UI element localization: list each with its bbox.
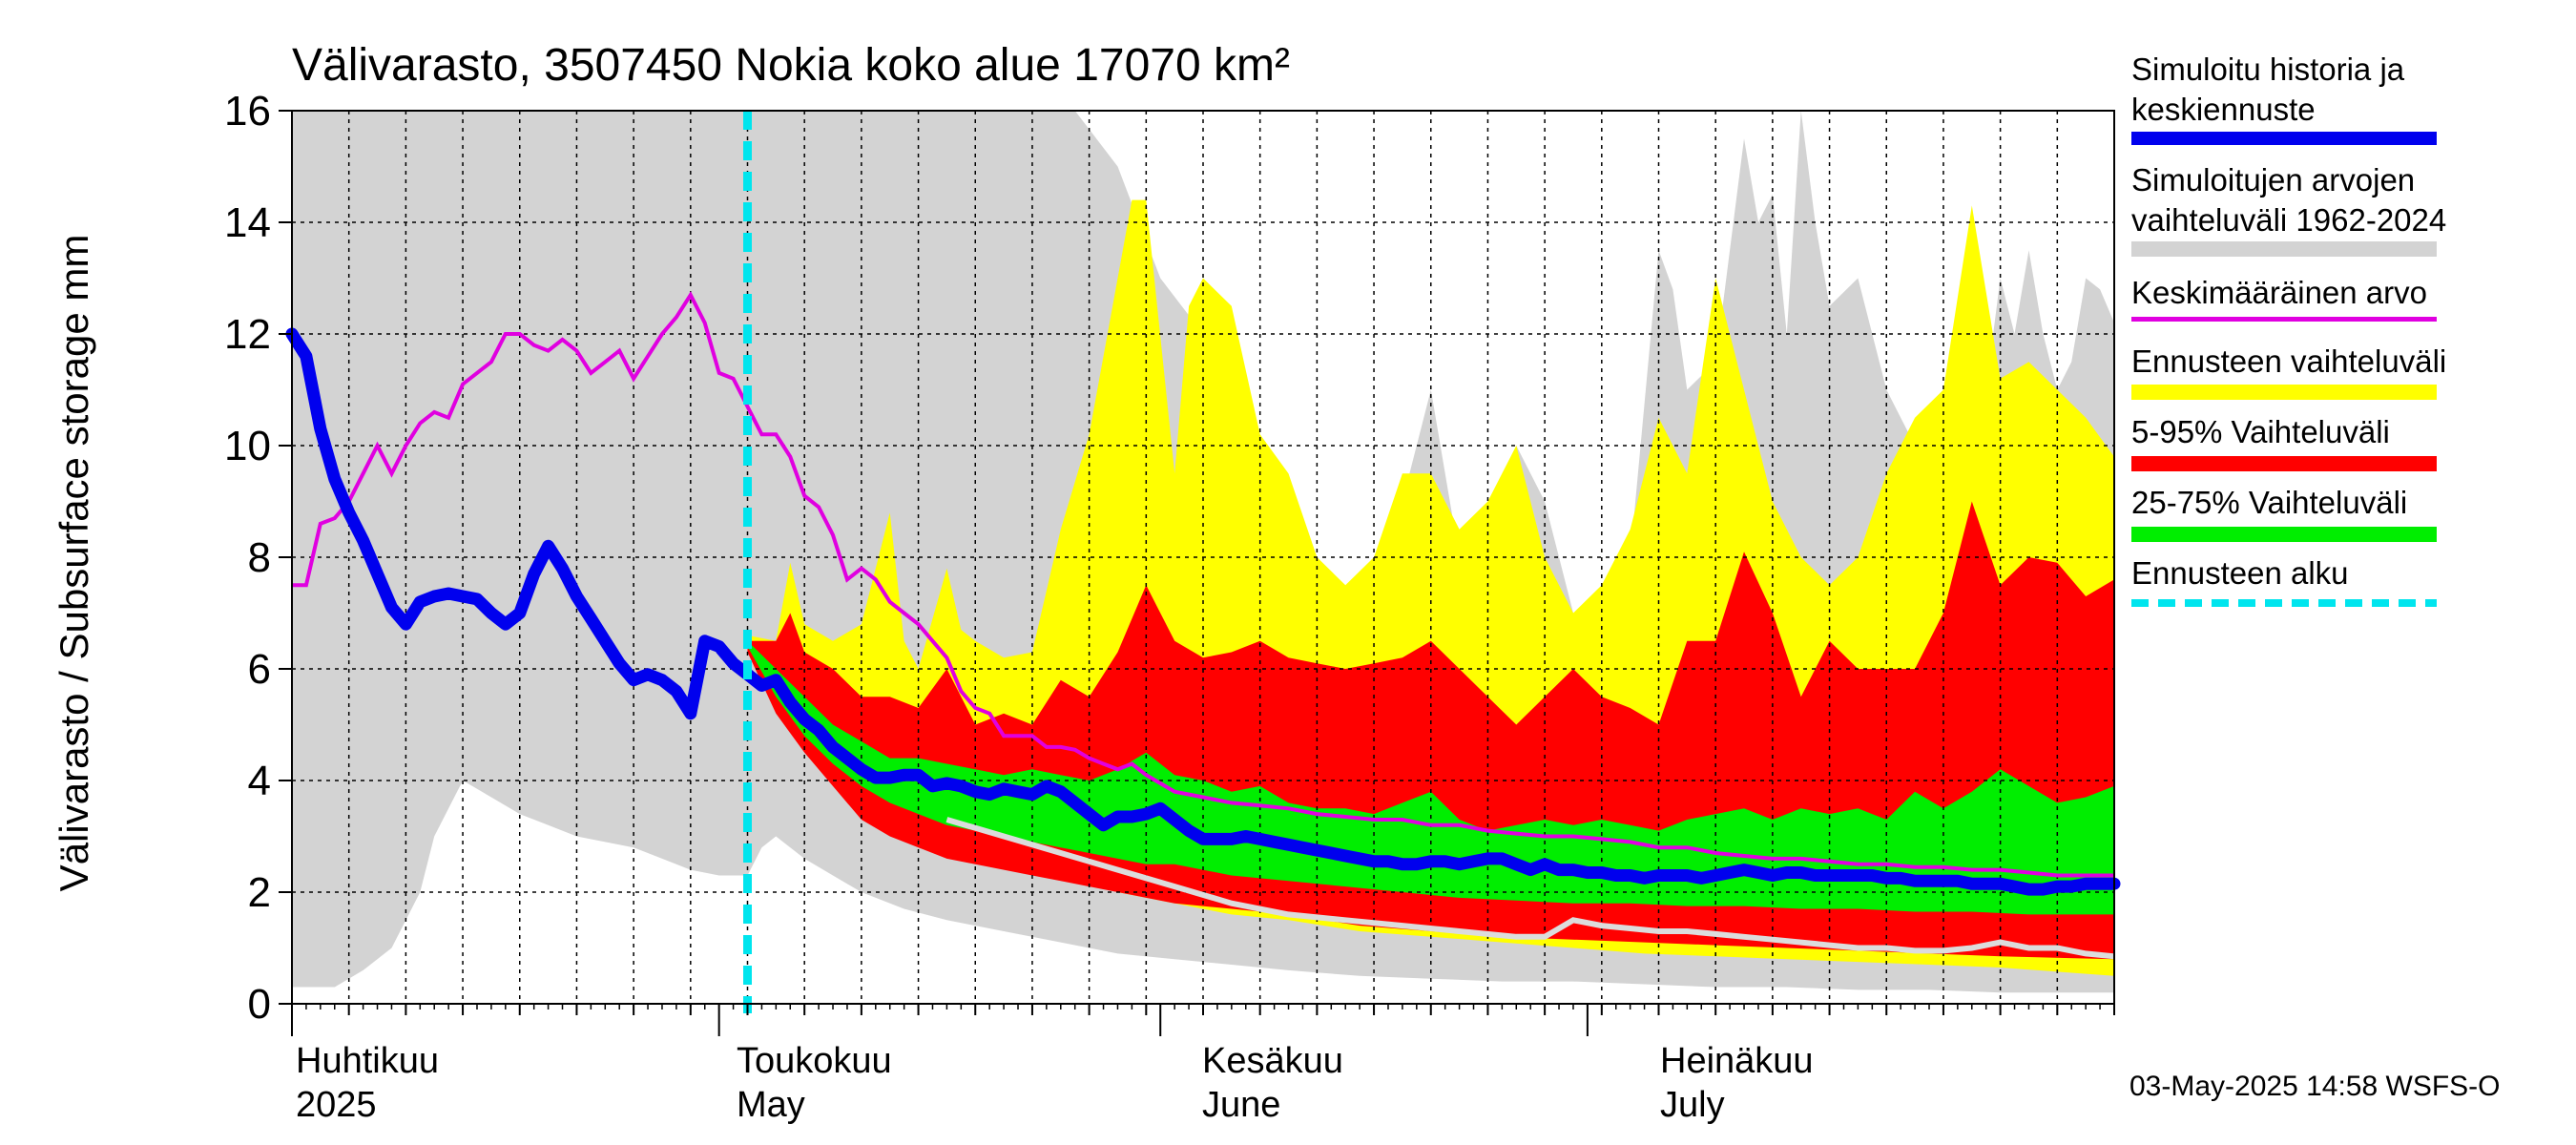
month-label-april-en: 2025 — [296, 1085, 377, 1125]
y-tick-label: 12 — [224, 311, 271, 358]
timestamp: 03-May-2025 14:58 WSFS-O — [2129, 1071, 2501, 1102]
y-tick-label: 14 — [224, 199, 271, 246]
y-axis: 0 2 4 6 8 10 12 14 16 — [224, 88, 292, 1028]
month-label-june-en: June — [1202, 1085, 1280, 1125]
legend-p5-95-swatch — [2131, 456, 2437, 471]
legend: Simuloitu historia ja keskiennuste Simul… — [2131, 52, 2446, 607]
y-tick-label: 0 — [248, 981, 271, 1028]
p25-75-band — [747, 640, 2114, 915]
simulated-mean-line — [285, 327, 2121, 896]
y-tick-label: 8 — [248, 534, 271, 581]
legend-p25-75-label: 25-75% Vaihteluväli — [2131, 485, 2407, 520]
y-tick-label: 6 — [248, 646, 271, 693]
month-label-may-en: May — [737, 1085, 805, 1125]
legend-p5-95-label: 5-95% Vaihteluväli — [2131, 414, 2390, 449]
month-label-july-en: July — [1660, 1085, 1725, 1125]
y-tick-label: 16 — [224, 88, 271, 135]
legend-forecast-start-label: Ennusteen alku — [2131, 555, 2349, 591]
month-label-june-fi: Kesäkuu — [1202, 1041, 1343, 1081]
legend-hist-label: Simuloitujen arvojen — [2131, 162, 2415, 198]
legend-sim-label-2: keskiennuste — [2131, 92, 2316, 127]
chart-title: Välivarasto, 3507450 Nokia koko alue 170… — [292, 40, 1290, 91]
y-tick-label: 10 — [224, 423, 271, 469]
y-tick-label: 2 — [248, 869, 271, 916]
legend-forecast-label: Ennusteen vaihteluväli — [2131, 344, 2446, 379]
legend-forecast-swatch — [2131, 385, 2437, 400]
average-line — [292, 291, 2114, 878]
x-axis — [291, 1004, 2115, 1036]
legend-sim-swatch — [2131, 132, 2437, 145]
legend-avg-swatch — [2131, 317, 2437, 322]
legend-sim-label: Simuloitu historia ja — [2131, 52, 2405, 87]
plot-area — [285, 111, 2121, 1013]
simulated-minimum-line — [945, 817, 2115, 960]
legend-avg-label: Keskimääräinen arvo — [2131, 275, 2427, 310]
legend-hist-swatch — [2131, 241, 2437, 257]
y-axis-label: Välivarasto / Subsurface storage mm — [52, 235, 96, 892]
month-labels: Huhtikuu 2025 Toukokuu May Kesäkuu June … — [296, 1041, 1814, 1125]
legend-hist-label-2: vaihteluväli 1962-2024 — [2131, 202, 2446, 238]
legend-p25-75-swatch — [2131, 527, 2437, 542]
month-label-may-fi: Toukokuu — [737, 1041, 892, 1081]
y-tick-label: 4 — [248, 758, 271, 804]
month-label-april-fi: Huhtikuu — [296, 1041, 439, 1081]
month-label-july-fi: Heinäkuu — [1660, 1041, 1814, 1081]
